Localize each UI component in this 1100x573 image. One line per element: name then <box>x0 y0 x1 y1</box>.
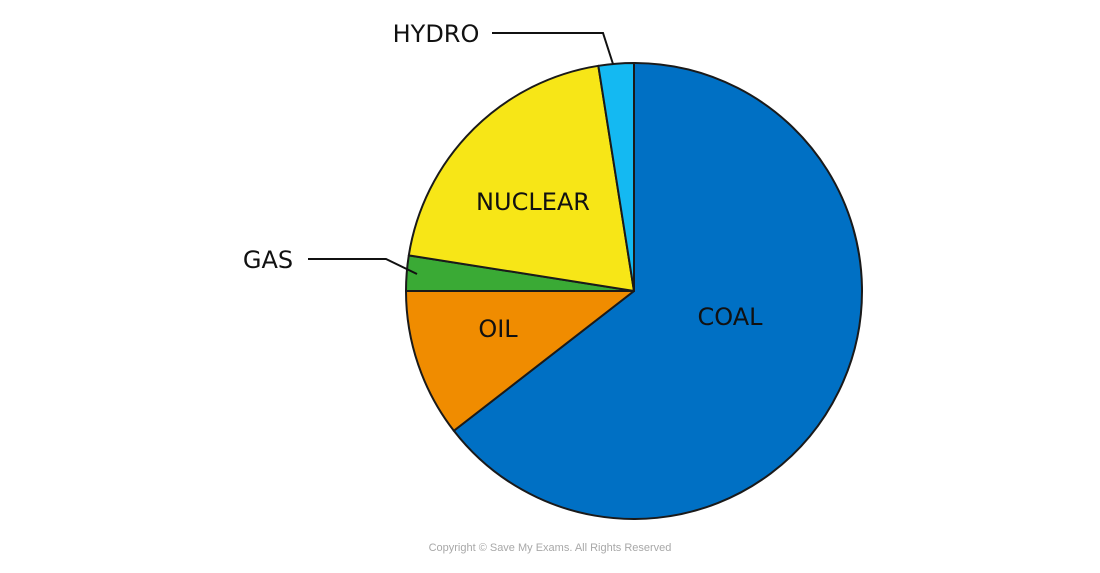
pie-slice-coal <box>452 62 863 520</box>
pie-slices <box>405 62 863 520</box>
pie-slice-oil <box>405 290 635 432</box>
slice-label-gas: GAS <box>243 246 293 274</box>
leader-line-gas <box>308 258 418 275</box>
pie-slice-nuclear <box>407 64 635 292</box>
pie-slice-hydro <box>597 62 635 292</box>
slice-label-nuclear: NUCLEAR <box>476 188 590 216</box>
leader-line-hydro <box>492 32 614 65</box>
pie-labels: COAL OIL GAS NUCLEAR HYDRO <box>243 20 763 343</box>
slice-label-hydro: HYDRO <box>393 20 480 48</box>
slice-label-oil: OIL <box>478 315 518 343</box>
copyright-notice: Copyright © Save My Exams. All Rights Re… <box>428 542 672 554</box>
slice-label-coal: COAL <box>697 303 763 331</box>
